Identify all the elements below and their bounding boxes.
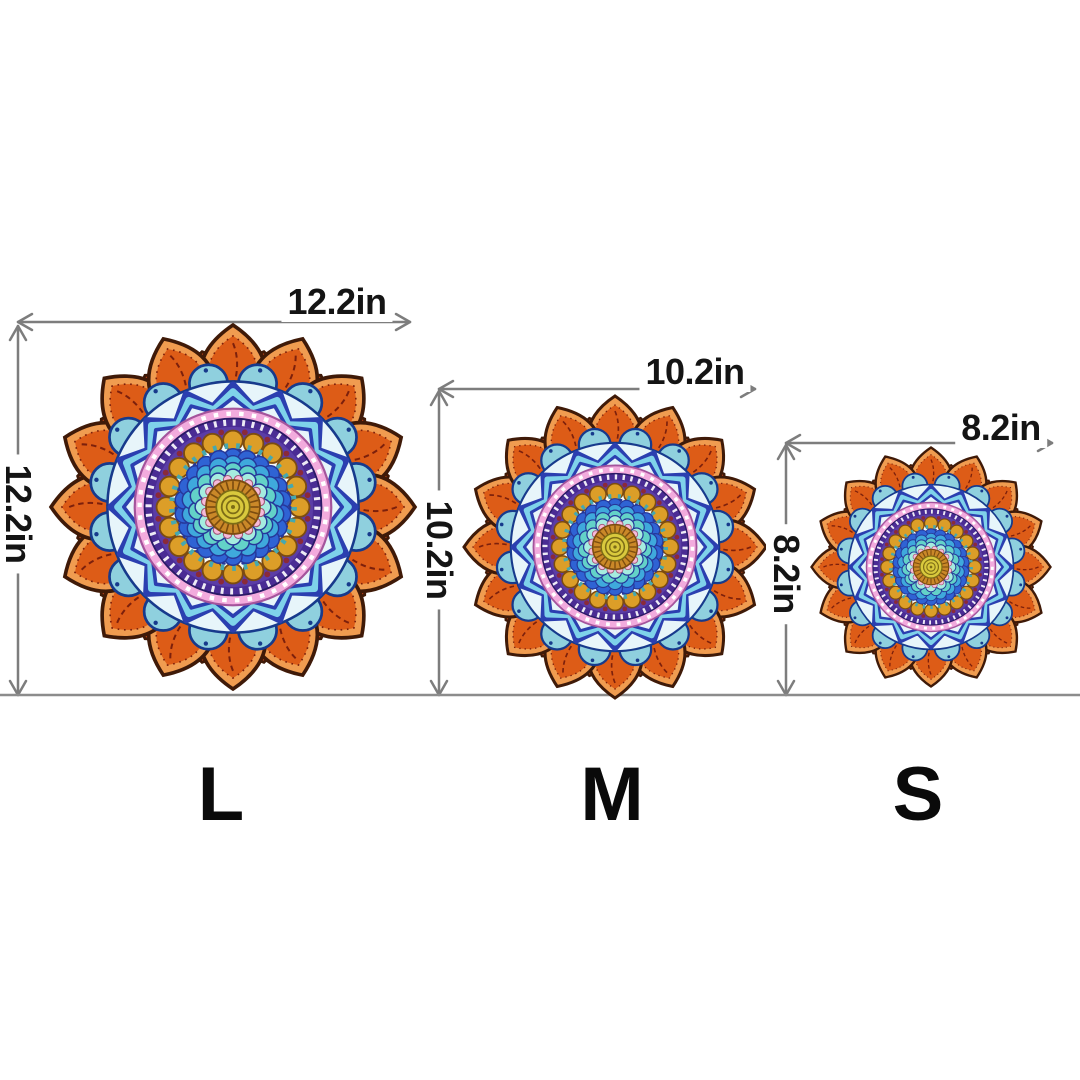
size-letter-M: M <box>580 752 644 837</box>
dim-label-height-S: 8.2in <box>766 524 807 624</box>
dim-label-height-L: 12.2in <box>0 454 39 574</box>
dim-label-width-L: 12.2in <box>281 282 393 322</box>
dim-label-width-S: 8.2in <box>955 408 1047 448</box>
size-letter-L: L <box>197 752 245 837</box>
dim-line-width-L <box>16 312 412 332</box>
dim-label-width-M: 10.2in <box>639 352 751 392</box>
mandala-small <box>812 448 1051 687</box>
mandala-medium <box>464 396 766 698</box>
dim-label-height-M: 10.2in <box>419 490 460 610</box>
mandala-large <box>51 325 415 689</box>
size-letter-S: S <box>892 752 944 837</box>
